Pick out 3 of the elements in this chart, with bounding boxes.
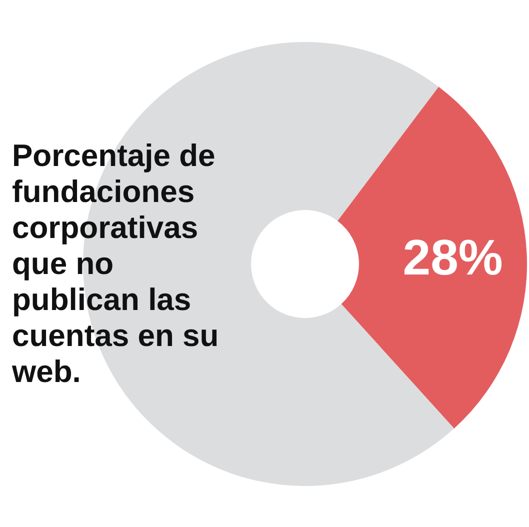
data-label: 28%: [402, 229, 503, 286]
text: Porcentaje de fundaciones corporativas que no publican las cuentas en su web.: [11, 138, 219, 389]
donut-slice: [338, 86, 527, 428]
